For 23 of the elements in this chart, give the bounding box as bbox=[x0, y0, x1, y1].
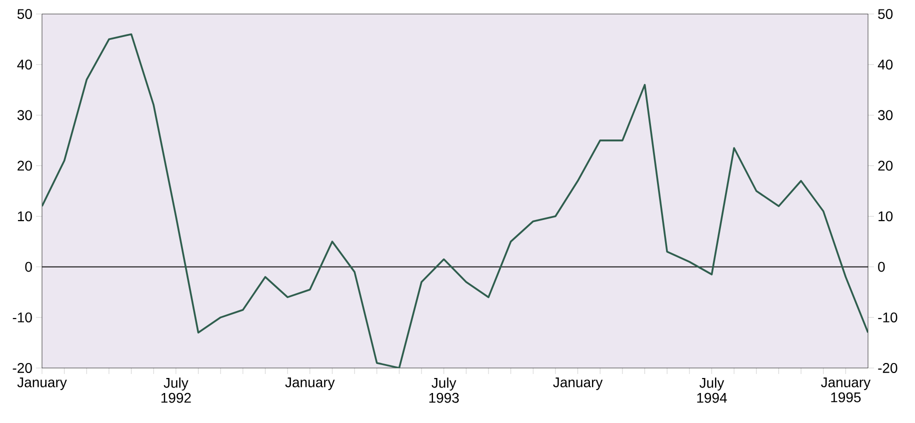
y2-tick-label: -20 bbox=[878, 363, 898, 373]
y2-tick-label: 10 bbox=[878, 211, 893, 222]
y-tick-label: 20 bbox=[18, 160, 32, 171]
y2-tick-label: 20 bbox=[878, 160, 893, 171]
y-tick-label: 40 bbox=[17, 60, 32, 70]
y2-tick-label: 0 bbox=[878, 262, 885, 272]
y-tick-label: 50 bbox=[17, 9, 32, 19]
y2-tick-label: 50 bbox=[878, 9, 893, 19]
y-tick-label: 10 bbox=[18, 211, 32, 222]
x-tick-label: January bbox=[553, 378, 603, 390]
y2-tick-label: -10 bbox=[878, 312, 898, 322]
x-tick-label: July 1993 bbox=[429, 378, 459, 403]
x-tick-label: January bbox=[285, 378, 335, 390]
y-tick-label: -20 bbox=[12, 363, 32, 373]
y2-tick-label: 40 bbox=[878, 60, 893, 70]
y2-tick-label: 30 bbox=[878, 110, 893, 120]
x-tick-label: January 1995 bbox=[821, 378, 871, 402]
y-tick-label: 30 bbox=[17, 110, 32, 120]
x-tick-label: July 1992 bbox=[161, 378, 191, 403]
x-tick-label: January bbox=[17, 378, 67, 390]
y-tick-label: -10 bbox=[12, 312, 32, 322]
x-tick-label: July 1994 bbox=[697, 378, 727, 403]
y-tick-label: 0 bbox=[25, 262, 32, 272]
